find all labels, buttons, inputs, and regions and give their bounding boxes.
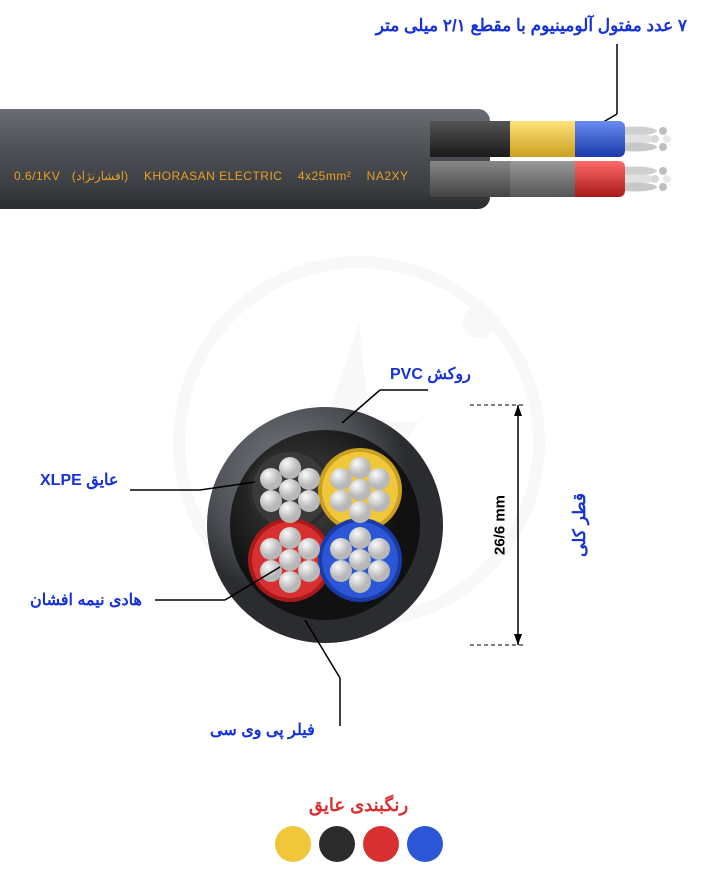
print-size: 4x25mm² <box>298 169 352 183</box>
print-brand-en: KHORASAN ELECTRIC <box>144 169 283 183</box>
color-legend: رنگبندی عایق <box>275 795 443 862</box>
cable-side-view: 0.6/1KV (افشارنژاد) KHORASAN ELECTRIC 4x… <box>0 109 660 209</box>
print-type: NA2XY <box>367 169 409 183</box>
core-blue <box>575 121 625 157</box>
cable-print-text: 0.6/1KV (افشارنژاد) KHORASAN ELECTRIC 4x… <box>14 169 409 183</box>
leader-xlpe <box>130 480 260 500</box>
diameter-dimension: 26/6 mm قطر کلی <box>470 400 560 650</box>
swatch-red <box>363 826 399 862</box>
diameter-label: قطر کلی <box>570 493 590 557</box>
strand-tip-1 <box>625 125 675 153</box>
label-pvc: روکش PVC <box>390 364 471 384</box>
cable-cross-section <box>200 400 450 650</box>
label-filler: فیلر پی وی سی <box>210 720 315 740</box>
strand-tip-2 <box>625 165 675 193</box>
swatch-blue <box>407 826 443 862</box>
exposed-cores <box>490 119 660 199</box>
core-grey-3 <box>510 161 580 197</box>
legend-swatches <box>275 826 443 862</box>
label-conductor: هادی نیمه افشان <box>30 590 142 610</box>
leader-filler <box>300 618 350 728</box>
swatch-yellow <box>275 826 311 862</box>
core-red <box>575 161 625 197</box>
diameter-value: 26/6 mm <box>492 495 509 555</box>
swatch-black <box>319 826 355 862</box>
leader-pvc <box>340 388 430 428</box>
print-voltage: 0.6/1KV <box>14 169 60 183</box>
leader-conductor <box>155 565 285 605</box>
legend-title: رنگبندی عایق <box>275 795 443 816</box>
label-xlpe: عایق XLPE <box>40 470 118 490</box>
core-yellow <box>510 121 580 157</box>
print-brand-fa: (افشارنژاد) <box>72 169 129 183</box>
cable-jacket <box>0 109 490 209</box>
wire-count-label: ۷ عدد مفتول آلومینیوم با مقطع ۲/۱ میلی م… <box>376 16 687 36</box>
